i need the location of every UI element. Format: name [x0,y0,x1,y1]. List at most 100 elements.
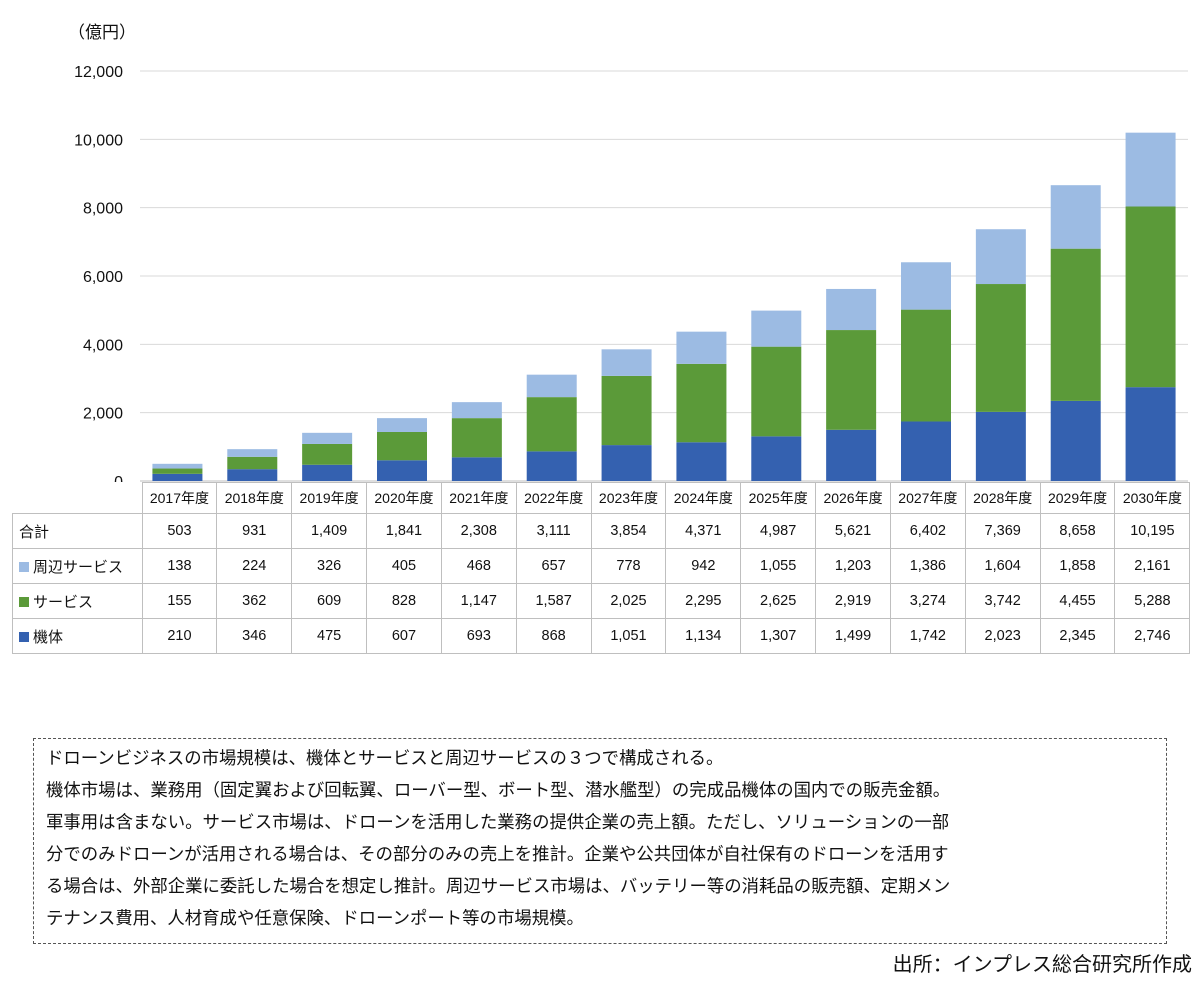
bar-segment [1050,185,1101,249]
data-label: 1,841 [366,513,442,549]
y-tick-label: 12,000 [74,64,123,81]
legend-label: サービス [33,592,94,611]
y-axis: 0 2,000 4,000 6,000 8,000 10,000 12,000 [74,64,123,482]
bar-segment [601,349,652,376]
data-label: 6,402 [889,513,966,549]
data-label: 468 [440,548,517,584]
bar-segment [826,330,877,430]
bar-segment [152,463,203,469]
data-table: 2017年度 2018年度 2019年度 2020年度 2021年度 2022年度 2023… [12,482,1191,654]
data-label: 210 [141,618,218,654]
data-label: 609 [291,583,368,619]
bar-segment [826,288,877,331]
legend-swatch [19,596,29,607]
bar-segment [1125,387,1176,481]
data-label: 868 [515,618,592,654]
stacked-bar-chart: 0 2,000 4,000 6,000 8,000 10,000 12,000 [74,64,1188,482]
bar-segment [751,436,802,481]
x-tick-label: 2025年度 [740,482,817,514]
data-label: 2,025 [590,583,667,619]
y-tick-label: 0 [114,474,123,482]
legend-swatch [19,561,29,572]
legend-label: 周辺サービス [33,557,124,576]
bar-segment [377,460,427,481]
data-label: 3,742 [964,583,1041,619]
note-line: テナンス費用、人材育成や任意保険、ドローンポート等の市場規模。 [46,909,584,929]
bars [152,132,1176,481]
bar-segment [227,449,278,457]
note-line: ドローンビジネスの市場規模は、機体とサービスと周辺サービスの３つで構成される。 [46,749,724,769]
gridlines [140,70,1188,482]
data-label: 1,055 [740,548,817,584]
data-label: 224 [216,548,293,584]
data-label: 155 [141,583,218,619]
legend-entry: 機体 [12,618,143,654]
data-label: 4,455 [1039,583,1116,619]
bar-segment [152,468,203,474]
data-label: 931 [216,513,293,549]
table-row: サービス 155 362 609 828 1,147 1,587 2,025 2,295 2,62… [12,583,1191,619]
data-label: 693 [440,618,517,654]
bar-segment [451,418,502,458]
x-tick-label: 2021年度 [440,482,517,514]
bar-segment [1050,248,1101,401]
data-label: 2,746 [1114,618,1191,654]
x-tick-label: 2017年度 [141,482,218,514]
data-label: 5,288 [1114,583,1191,619]
data-label: 1,203 [815,548,891,584]
bar-segment [975,229,1026,285]
bar-segment [601,445,652,481]
x-tick-label: 2019年度 [291,482,368,514]
bar-segment [901,421,951,481]
data-label: 1,742 [889,618,966,654]
data-label: 2,919 [815,583,891,619]
bar-segment [975,411,1026,481]
data-label: 3,274 [889,583,966,619]
data-label: 326 [291,548,368,584]
bar-segment [601,375,652,446]
table-corner [12,482,143,514]
note-line: 分でのみドローンが活用される場合は、その部分のみの売上を推計。企業や公共団体が自… [46,845,949,865]
bar-segment [1125,132,1176,207]
data-label: 138 [141,548,218,584]
data-label: 362 [216,583,293,619]
x-tick-label: 2024年度 [665,482,742,514]
data-label: 1,134 [665,618,742,654]
table-row: 周辺サービス 138 224 326 405 468 657 778 942 1,055 1,203… [12,548,1191,584]
bar-segment [676,331,727,364]
bar-segment [377,418,427,432]
bar-segment [901,309,951,422]
data-label: 2,308 [440,513,517,549]
data-label: 828 [366,583,442,619]
bar-segment [751,310,802,347]
data-label: 1,604 [964,548,1041,584]
legend-entry: 周辺サービス [12,548,143,584]
bar-segment [975,284,1026,412]
data-label: 4,371 [665,513,742,549]
data-label: 475 [291,618,368,654]
x-tick-label: 2030年度 [1114,482,1191,514]
bar-segment [526,451,577,481]
data-label: 4,987 [740,513,817,549]
table-row: 機体 210 346 475 607 693 868 1,051 1,134 1,307 1,499… [12,618,1191,654]
data-label: 5,621 [815,513,891,549]
data-label: 2,625 [740,583,817,619]
data-label: 2,161 [1114,548,1191,584]
y-tick-label: 6,000 [83,269,123,286]
bar-segment [377,431,427,461]
y-axis-unit-label: （億円） [68,23,136,43]
x-tick-label: 2018年度 [216,482,293,514]
y-tick-label: 8,000 [83,201,123,218]
legend-entry: サービス [12,583,143,619]
bar-segment [227,456,278,470]
data-label: 1,307 [740,618,817,654]
x-tick-label: 2022年度 [515,482,592,514]
data-label: 1,386 [889,548,966,584]
data-label: 1,499 [815,618,891,654]
data-label: 7,369 [964,513,1041,549]
data-label: 3,111 [515,513,592,549]
data-label: 2,295 [665,583,742,619]
data-label: 942 [665,548,742,584]
data-label: 346 [216,618,293,654]
bar-segment [1050,400,1101,481]
